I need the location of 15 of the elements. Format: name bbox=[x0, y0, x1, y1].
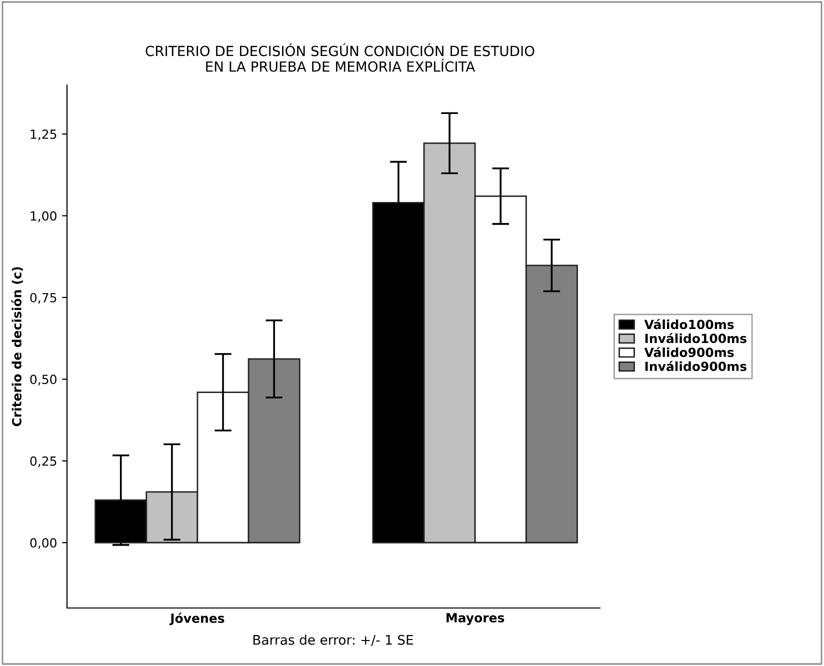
legend-label: Válido100ms bbox=[644, 318, 734, 330]
x-tick-label: Jóvenes bbox=[169, 612, 224, 626]
y-tick-label: 0,50 bbox=[30, 374, 56, 386]
y-tick-label: 0,75 bbox=[30, 292, 56, 304]
y-tick-label: 1,25 bbox=[30, 130, 56, 140]
text: Barras de error: +/- 1 SE bbox=[253, 634, 414, 646]
x-tick-label: Mayores bbox=[446, 613, 504, 625]
y-tick-label: 0,25 bbox=[30, 456, 56, 468]
chart-title: CRITERIO DE DECISIÓN SEGÚN CONDICIÓN DE ESTUDIO EN LA PRUEBA DE MEMORIA EXPLÍCITA bbox=[146, 43, 534, 72]
y-axis-title: Criterio de decisión (c) bbox=[11, 267, 23, 426]
y-tick-label: 0,00 bbox=[30, 538, 56, 549]
legend-label: Válido900ms bbox=[644, 346, 734, 358]
legend-label: Inválido900ms bbox=[645, 360, 746, 372]
y-tick-label: 1,00 bbox=[30, 211, 56, 222]
legend-label: Inválido100ms bbox=[645, 332, 746, 344]
